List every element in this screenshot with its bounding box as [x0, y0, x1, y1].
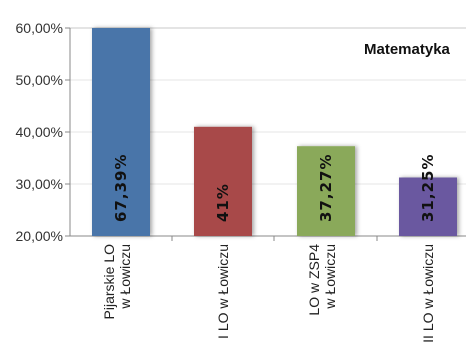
category-label: I LO w Łowiczu [215, 244, 231, 339]
category-label: w Łowiczu [322, 244, 338, 310]
category-label: II LO w Łowiczu [420, 244, 436, 343]
y-tick-label: 60,00% [16, 20, 63, 36]
data-label: 41% [214, 183, 232, 222]
data-label: 31,25% [419, 154, 437, 222]
category-label: w Łowiczu [117, 244, 133, 310]
bar [194, 126, 252, 236]
bar [297, 146, 355, 236]
data-label: 37,27% [317, 154, 335, 222]
category-label: Pijarskie LO [101, 244, 117, 320]
labels: 20,00% 30,00% 40,00% 50,00% 60,00% 67,39% Pija… [16, 20, 437, 343]
bar [92, 28, 150, 236]
bars [92, 28, 457, 236]
bar [399, 177, 457, 236]
category-label: LO w ZSP4 [306, 244, 322, 316]
chart-title: Matematyka [364, 41, 451, 58]
y-tick-label: 20,00% [16, 228, 63, 244]
y-tick-label: 30,00% [16, 176, 63, 192]
data-label: 67,39% [112, 154, 130, 222]
y-tick-label: 40,00% [16, 124, 63, 140]
y-tick-label: 50,00% [16, 72, 63, 88]
